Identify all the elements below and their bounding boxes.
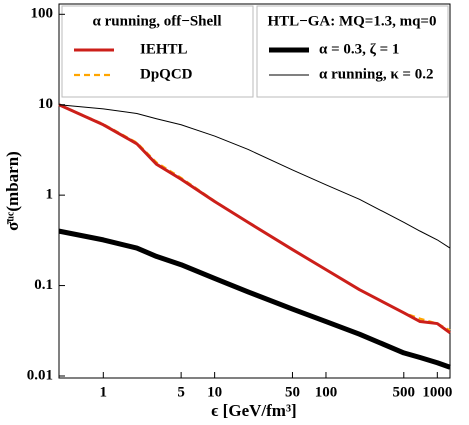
x-tick-label: 500	[393, 384, 416, 400]
y-tick-label: 0.1	[34, 277, 53, 293]
y-tick-label: 100	[31, 6, 54, 22]
legend-title: HTL−GA: MQ=1.3, mq=0	[268, 13, 437, 29]
legend-label: IEHTL	[140, 41, 188, 57]
y-axis-title: σ̄ᵘᶜ(mbarn)	[3, 151, 22, 231]
y-tick-label: 10	[38, 96, 53, 112]
x-tick-label: 1000	[422, 384, 452, 400]
series-line	[58, 103, 451, 335]
x-tick-label: 50	[285, 384, 300, 400]
legend-label: α running, κ = 0.2	[319, 66, 433, 82]
series-line	[58, 104, 451, 249]
x-tick-label: 5	[177, 384, 185, 400]
x-tick-label: 100	[315, 384, 338, 400]
legend-label: α = 0.3, ζ = 1	[319, 41, 399, 57]
x-tick-label: 1	[100, 384, 108, 400]
y-tick-label: 1	[46, 187, 54, 203]
legend-title: α running, off−Shell	[92, 13, 221, 29]
series-line	[58, 228, 451, 370]
plot-frame	[58, 3, 451, 379]
x-tick-label: 10	[207, 384, 222, 400]
x-axis-title: ϵ [GeV/fm³]	[211, 401, 296, 420]
legend-label: DpQCD	[140, 66, 193, 82]
y-tick-label: 0.01	[27, 367, 53, 383]
